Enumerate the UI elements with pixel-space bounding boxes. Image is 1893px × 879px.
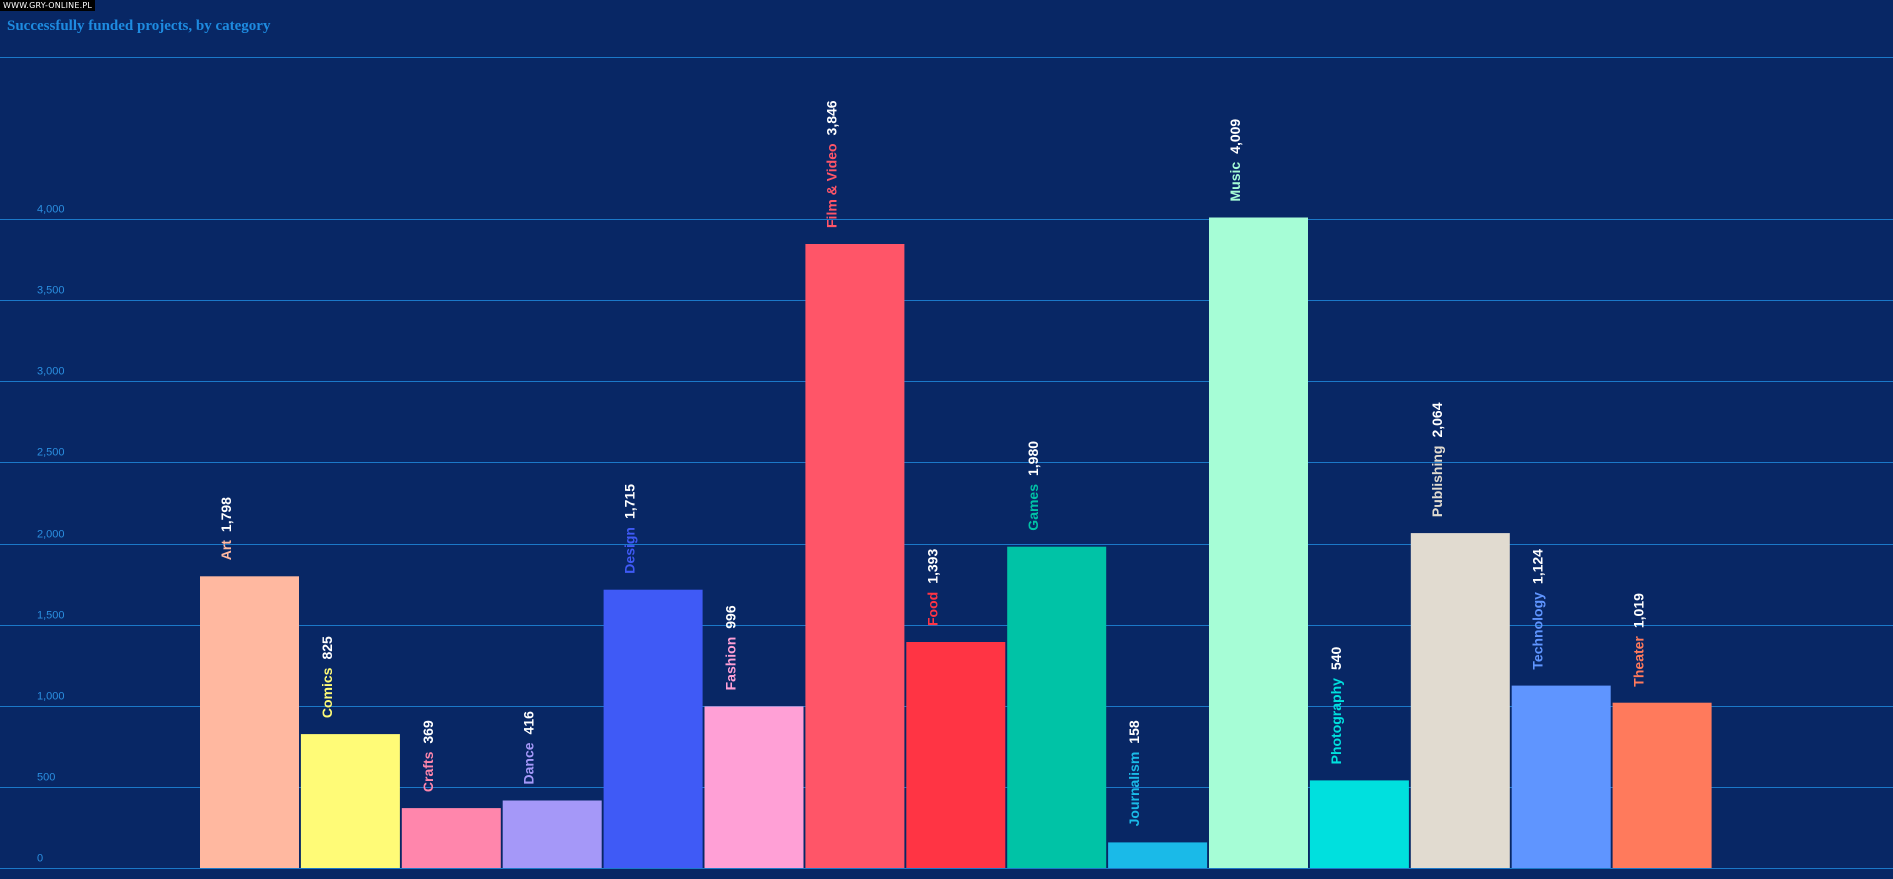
bar-value-label: 1,980 [1025, 441, 1041, 476]
bar-crafts [401, 808, 501, 868]
bar-value-label: 369 [420, 720, 436, 744]
y-tick-label: 4,000 [37, 204, 65, 216]
bar-value-label: 4,009 [1227, 119, 1243, 154]
bar-value-label: 825 [319, 636, 335, 660]
bar-label: Technology 1,124 [1530, 549, 1546, 670]
bar-value-label: 1,393 [924, 549, 940, 584]
bar-label: Games 1,980 [1025, 441, 1041, 531]
bar-category-label: Publishing [1429, 446, 1445, 518]
bar-food [906, 642, 1006, 868]
bar-label: Crafts 369 [420, 720, 436, 792]
bar-games [1007, 546, 1107, 868]
bar-category-label: Film & Video [823, 143, 839, 228]
bars [200, 217, 1712, 868]
bar-category-label: Design [622, 527, 638, 574]
bar-label: Dance 416 [521, 711, 537, 785]
y-tick-label: 1,000 [37, 691, 65, 703]
y-tick-label: 2,000 [37, 529, 65, 541]
bar-fashion [704, 706, 804, 868]
bar-category-label: Fashion [723, 637, 739, 691]
bar-label: Art 1,798 [218, 497, 234, 560]
bar-category-label: Music [1227, 162, 1243, 202]
bar-label: Comics 825 [319, 636, 335, 718]
bar-category-label: Dance [521, 742, 537, 784]
bar-category-label: Comics [319, 667, 335, 718]
bar-film-video [805, 244, 905, 868]
bar-journalism [1108, 842, 1208, 868]
y-tick-label: 0 [37, 853, 43, 865]
title-divider [0, 57, 1893, 58]
bar-label: Photography 540 [1328, 646, 1344, 764]
y-tick-label: 1,500 [37, 610, 65, 622]
bar-design [603, 589, 703, 868]
y-axis-ticks: 0 500 1,000 1,500 2,000 2,500 3,000 3,500 4,000 [37, 204, 65, 865]
bar-category-label: Journalism [1126, 752, 1142, 827]
y-tick-label: 2,500 [37, 447, 65, 459]
y-tick-label: 3,000 [37, 366, 65, 378]
bar-label: Publishing 2,064 [1429, 402, 1445, 517]
bar-publishing [1410, 533, 1510, 868]
bar-category-label: Food [924, 592, 940, 626]
watermark: WWW.GRY-ONLINE.PL [0, 0, 96, 11]
bar-category-label: Art [218, 540, 234, 561]
bar-value-label: 1,798 [218, 497, 234, 532]
bar-label: Music 4,009 [1227, 119, 1243, 202]
bar-category-label: Photography [1328, 678, 1344, 765]
bar-value-label: 1,715 [622, 484, 638, 519]
bar-label: Design 1,715 [622, 484, 638, 574]
bar-value-label: 416 [521, 711, 537, 735]
bar-dance [502, 800, 602, 868]
bar-category-label: Games [1025, 484, 1041, 531]
chart-title: Successfully funded projects, by categor… [7, 18, 271, 34]
bar-art [200, 576, 299, 868]
bar-technology [1511, 685, 1611, 868]
bar-label: Theater 1,019 [1631, 593, 1647, 687]
bar-category-label: Theater [1631, 636, 1647, 687]
y-tick-label: 3,500 [37, 285, 65, 297]
bar-photography [1309, 780, 1409, 868]
bar-value-label: 2,064 [1429, 402, 1445, 437]
bar-label: Journalism 158 [1126, 720, 1142, 826]
bar-category-label: Technology [1530, 592, 1546, 670]
bar-value-label: 158 [1126, 720, 1142, 744]
bar-label: Fashion 996 [723, 605, 739, 690]
bar-music [1209, 217, 1308, 868]
bar-value-label: 1,019 [1631, 593, 1647, 628]
bar-value-label: 1,124 [1530, 549, 1546, 584]
bar-value-label: 540 [1328, 646, 1344, 670]
bar-category-label: Crafts [420, 751, 436, 792]
y-tick-label: 500 [37, 772, 55, 784]
bar-value-label: 3,846 [823, 100, 839, 135]
bar-labels: Art 1,798 Comics 825 Crafts 369 Dance 416 Design… [218, 100, 1647, 826]
bar-theater [1612, 702, 1712, 868]
bar-label: Film & Video 3,846 [823, 100, 839, 228]
bar-comics [300, 734, 400, 868]
bar-value-label: 996 [723, 605, 739, 629]
bar-label: Food 1,393 [924, 549, 940, 626]
